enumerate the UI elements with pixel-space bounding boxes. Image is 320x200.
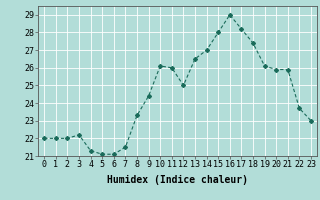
X-axis label: Humidex (Indice chaleur): Humidex (Indice chaleur) <box>107 175 248 185</box>
